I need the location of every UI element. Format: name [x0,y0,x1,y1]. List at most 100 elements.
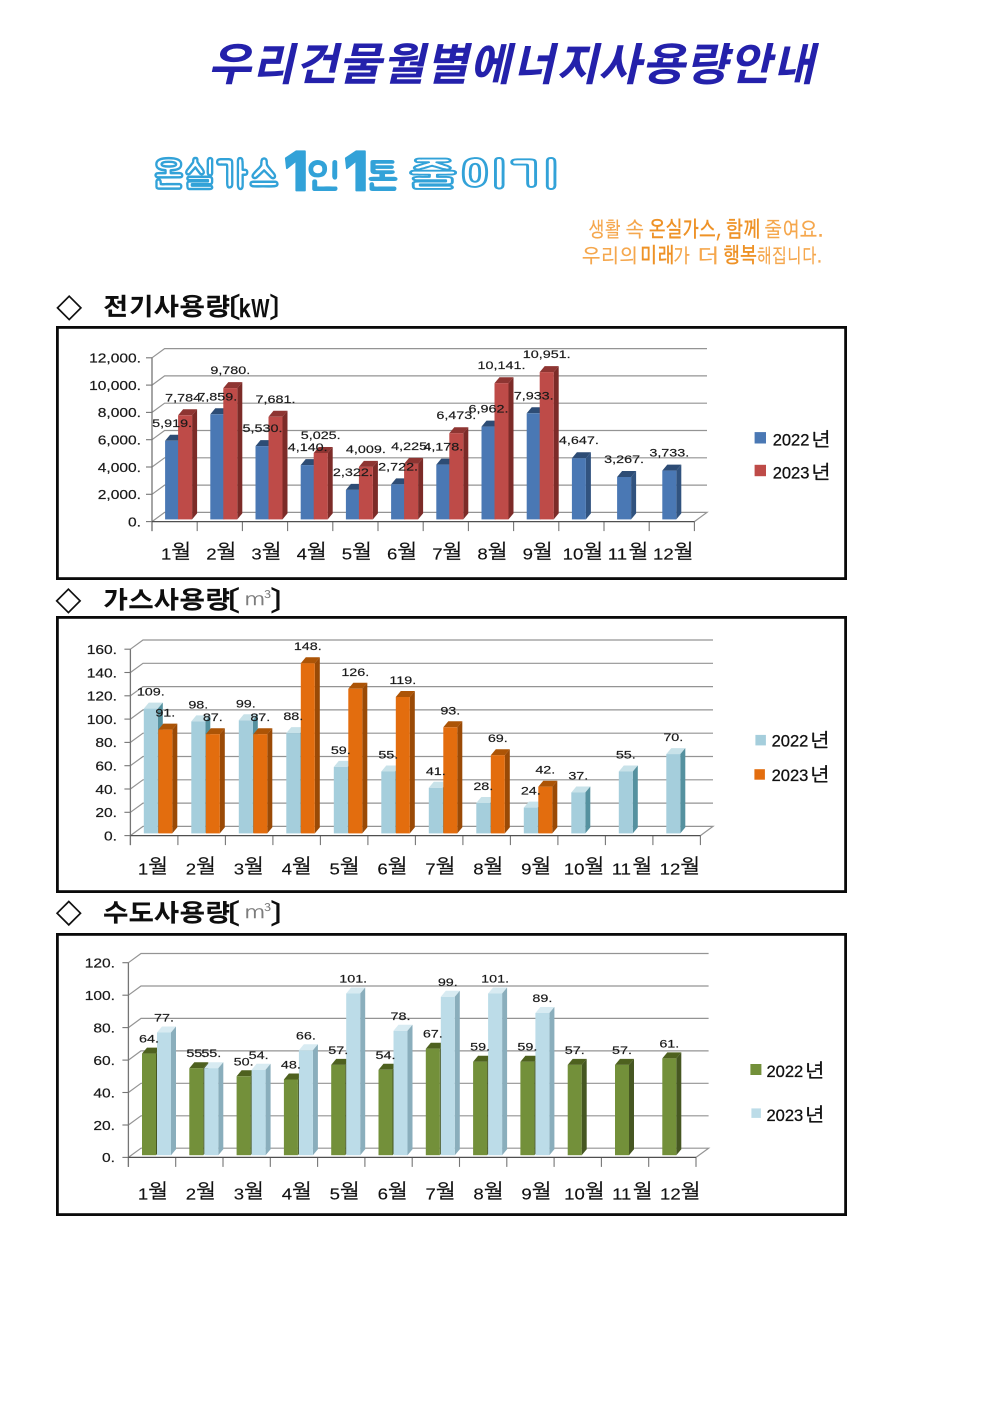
svg-text:2: 2 [186,1186,196,1203]
svg-text:1: 1 [161,546,171,563]
svg-text:2023: 2023 [772,767,809,785]
svg-text:50.: 50. [234,1055,254,1068]
svg-text:2022: 2022 [773,432,810,450]
svg-text:120.: 120. [85,956,115,971]
svg-text:99.: 99. [438,975,458,988]
svg-text:88.: 88. [283,709,303,722]
svg-text:67.: 67. [423,1027,443,1040]
svg-text:20.: 20. [93,1119,115,1134]
svg-text:54.: 54. [249,1048,269,1061]
svg-text:77.: 77. [154,1011,174,1024]
svg-text:8: 8 [473,1186,483,1203]
svg-text:60.: 60. [95,759,117,774]
svg-text:2023: 2023 [767,1107,804,1125]
svg-text:119.: 119. [389,673,416,686]
svg-text:69.: 69. [488,732,508,745]
svg-text:7,784.: 7,784. [165,391,205,404]
svg-text:28.: 28. [473,779,493,792]
svg-text:9,780.: 9,780. [210,363,250,376]
svg-text:126.: 126. [341,665,369,678]
svg-text:4,140.: 4,140. [288,440,328,453]
svg-text:6: 6 [377,861,387,878]
svg-text:5: 5 [342,546,352,563]
svg-text:80.: 80. [93,1021,115,1036]
svg-text:9: 9 [521,861,531,878]
svg-text:101.: 101. [339,972,367,985]
svg-text:10: 10 [563,546,584,563]
svg-text:3: 3 [251,546,261,563]
svg-text:78.: 78. [391,1009,411,1022]
svg-text:40.: 40. [95,783,117,798]
svg-text:10,951.: 10,951. [523,347,571,360]
svg-text:5: 5 [330,861,340,878]
svg-text:8: 8 [473,861,483,878]
svg-text:3,267.: 3,267. [604,452,644,465]
svg-text:140.: 140. [87,666,117,681]
svg-text:7,681.: 7,681. [256,392,296,405]
svg-text:59.: 59. [470,1040,490,1053]
svg-text:55.: 55. [616,748,636,761]
svg-text:7,859.: 7,859. [197,390,237,403]
svg-text:6: 6 [378,1186,388,1203]
svg-text:42.: 42. [535,763,555,776]
svg-text:10,141.: 10,141. [478,359,526,372]
svg-text:64.: 64. [139,1032,159,1045]
svg-text:24.: 24. [521,784,541,797]
svg-text:12: 12 [660,1186,681,1203]
svg-text:7: 7 [432,546,442,563]
svg-text:10: 10 [564,861,585,878]
svg-text:5: 5 [330,1186,340,1203]
svg-text:6,473.: 6,473. [436,409,476,422]
svg-text:11: 11 [608,546,627,563]
svg-text:2022: 2022 [767,1063,804,1081]
svg-text:59.: 59. [331,743,351,756]
svg-text:55.: 55. [186,1047,206,1060]
svg-text:98.: 98. [188,698,208,711]
svg-text:66.: 66. [296,1029,316,1042]
svg-text:48.: 48. [281,1058,301,1071]
svg-text:11: 11 [612,1186,631,1203]
svg-text:20.: 20. [95,806,117,821]
svg-text:37.: 37. [568,769,588,782]
svg-text:0.: 0. [128,515,141,530]
svg-text:4: 4 [282,861,293,878]
svg-text:57.: 57. [612,1043,632,1056]
svg-text:40.: 40. [93,1086,115,1101]
svg-text:70.: 70. [663,730,683,743]
svg-text:0.: 0. [104,829,117,844]
svg-text:109.: 109. [137,685,165,698]
svg-text:3,733.: 3,733. [649,446,689,459]
svg-text:4,009.: 4,009. [346,442,386,455]
svg-text:4,178.: 4,178. [423,440,463,453]
svg-text:93.: 93. [440,704,460,717]
svg-text:4,225.: 4,225. [391,439,431,452]
svg-text:10,000.: 10,000. [89,379,141,394]
svg-text:12,000.: 12,000. [89,352,141,367]
svg-text:41.: 41. [426,764,446,777]
svg-text:2023: 2023 [773,464,810,482]
svg-text:8: 8 [477,546,487,563]
svg-text:4,000.: 4,000. [98,461,141,476]
svg-text:89.: 89. [532,991,552,1004]
svg-text:148.: 148. [294,640,322,653]
svg-text:11: 11 [612,861,631,878]
svg-text:120.: 120. [87,690,117,705]
svg-text:87.: 87. [250,711,270,724]
svg-text:160.: 160. [87,643,117,658]
svg-text:60.: 60. [93,1054,115,1069]
svg-text:4,647.: 4,647. [559,434,599,447]
svg-text:61.: 61. [659,1037,679,1050]
svg-text:57.: 57. [328,1043,348,1056]
svg-text:3: 3 [234,1186,244,1203]
svg-text:91.: 91. [155,706,175,719]
svg-text:6: 6 [387,546,397,563]
svg-text:5,919.: 5,919. [152,416,192,429]
svg-text:7: 7 [426,1186,436,1203]
svg-text:9: 9 [521,1186,531,1203]
svg-text:57.: 57. [565,1043,585,1056]
svg-text:7,933.: 7,933. [514,389,554,402]
svg-text:5,025.: 5,025. [301,428,341,441]
svg-text:9: 9 [523,546,533,563]
svg-text:80.: 80. [95,736,117,751]
svg-text:2: 2 [186,861,196,878]
